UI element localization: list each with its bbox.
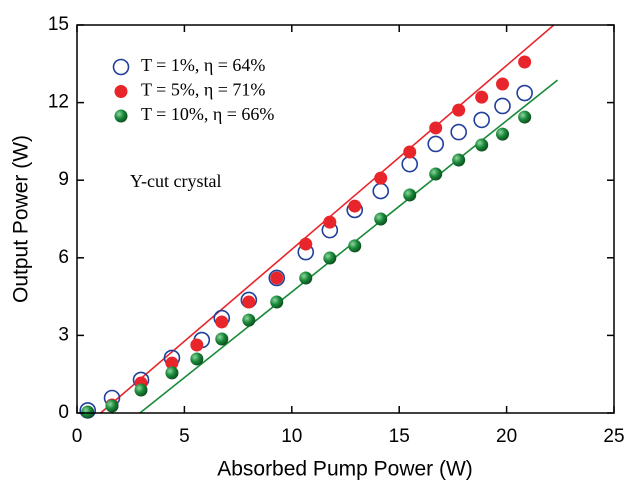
data-point [215,315,229,329]
data-point [215,332,229,346]
data-point [374,171,388,185]
data-point [242,295,256,309]
y-tick-label: 15 [48,14,69,35]
data-point [242,313,256,327]
data-point [473,111,490,129]
data-point [450,123,467,141]
data-point [429,167,443,181]
data-point [299,271,313,285]
data-point [403,145,417,159]
x-tick-label: 10 [281,426,302,447]
data-point [323,251,337,265]
data-point [299,237,313,251]
data-point [81,405,95,419]
x-tick-label: 5 [179,426,190,447]
data-point [518,55,532,69]
data-point [403,188,417,202]
x-tick-label: 20 [496,426,517,447]
x-tick-label: 0 [72,426,83,447]
data-point [270,295,284,309]
data-point [496,77,510,91]
data-point [165,356,179,370]
data-point [452,153,466,167]
y-axis-title: Output Power (W) [10,135,33,303]
data-point [372,182,390,200]
data-point [475,138,489,152]
annotation: Y-cut crystal [130,171,221,191]
data-point [348,239,362,253]
data-point [516,84,533,102]
data-point [105,399,119,413]
y-tick-label: 6 [58,247,69,268]
data-point [348,199,362,213]
data-point [427,135,445,153]
data-point [475,90,489,104]
y-tick-label: 3 [58,324,69,345]
data-point [165,366,179,380]
data-point [429,121,443,135]
data-point [401,155,419,173]
data-point [190,338,204,352]
x-axis-title: Absorbed Pump Power (W) [217,458,473,481]
data-point [270,271,284,285]
legend-label: T = 10%, η = 66% [141,104,274,124]
data-point [323,215,337,229]
legend-marker [112,58,130,76]
x-tick-label: 15 [389,426,410,447]
y-tick-label: 0 [58,402,69,423]
data-point [190,352,204,366]
data-point [134,383,148,397]
legend-marker [114,109,128,123]
data-point [268,269,286,287]
data-point [494,97,511,115]
data-point [374,212,388,226]
legend-marker [114,85,128,98]
data-point [452,103,466,117]
legend-label: T = 1%, η = 64% [141,55,265,75]
y-tick-label: 12 [48,92,69,113]
y-tick-label: 9 [58,169,69,190]
data-point [496,127,510,141]
data-point [518,110,532,124]
plot-frame [76,24,615,414]
x-tick-label: 25 [603,426,624,447]
legend-label: T = 5%, η = 71% [141,80,265,100]
